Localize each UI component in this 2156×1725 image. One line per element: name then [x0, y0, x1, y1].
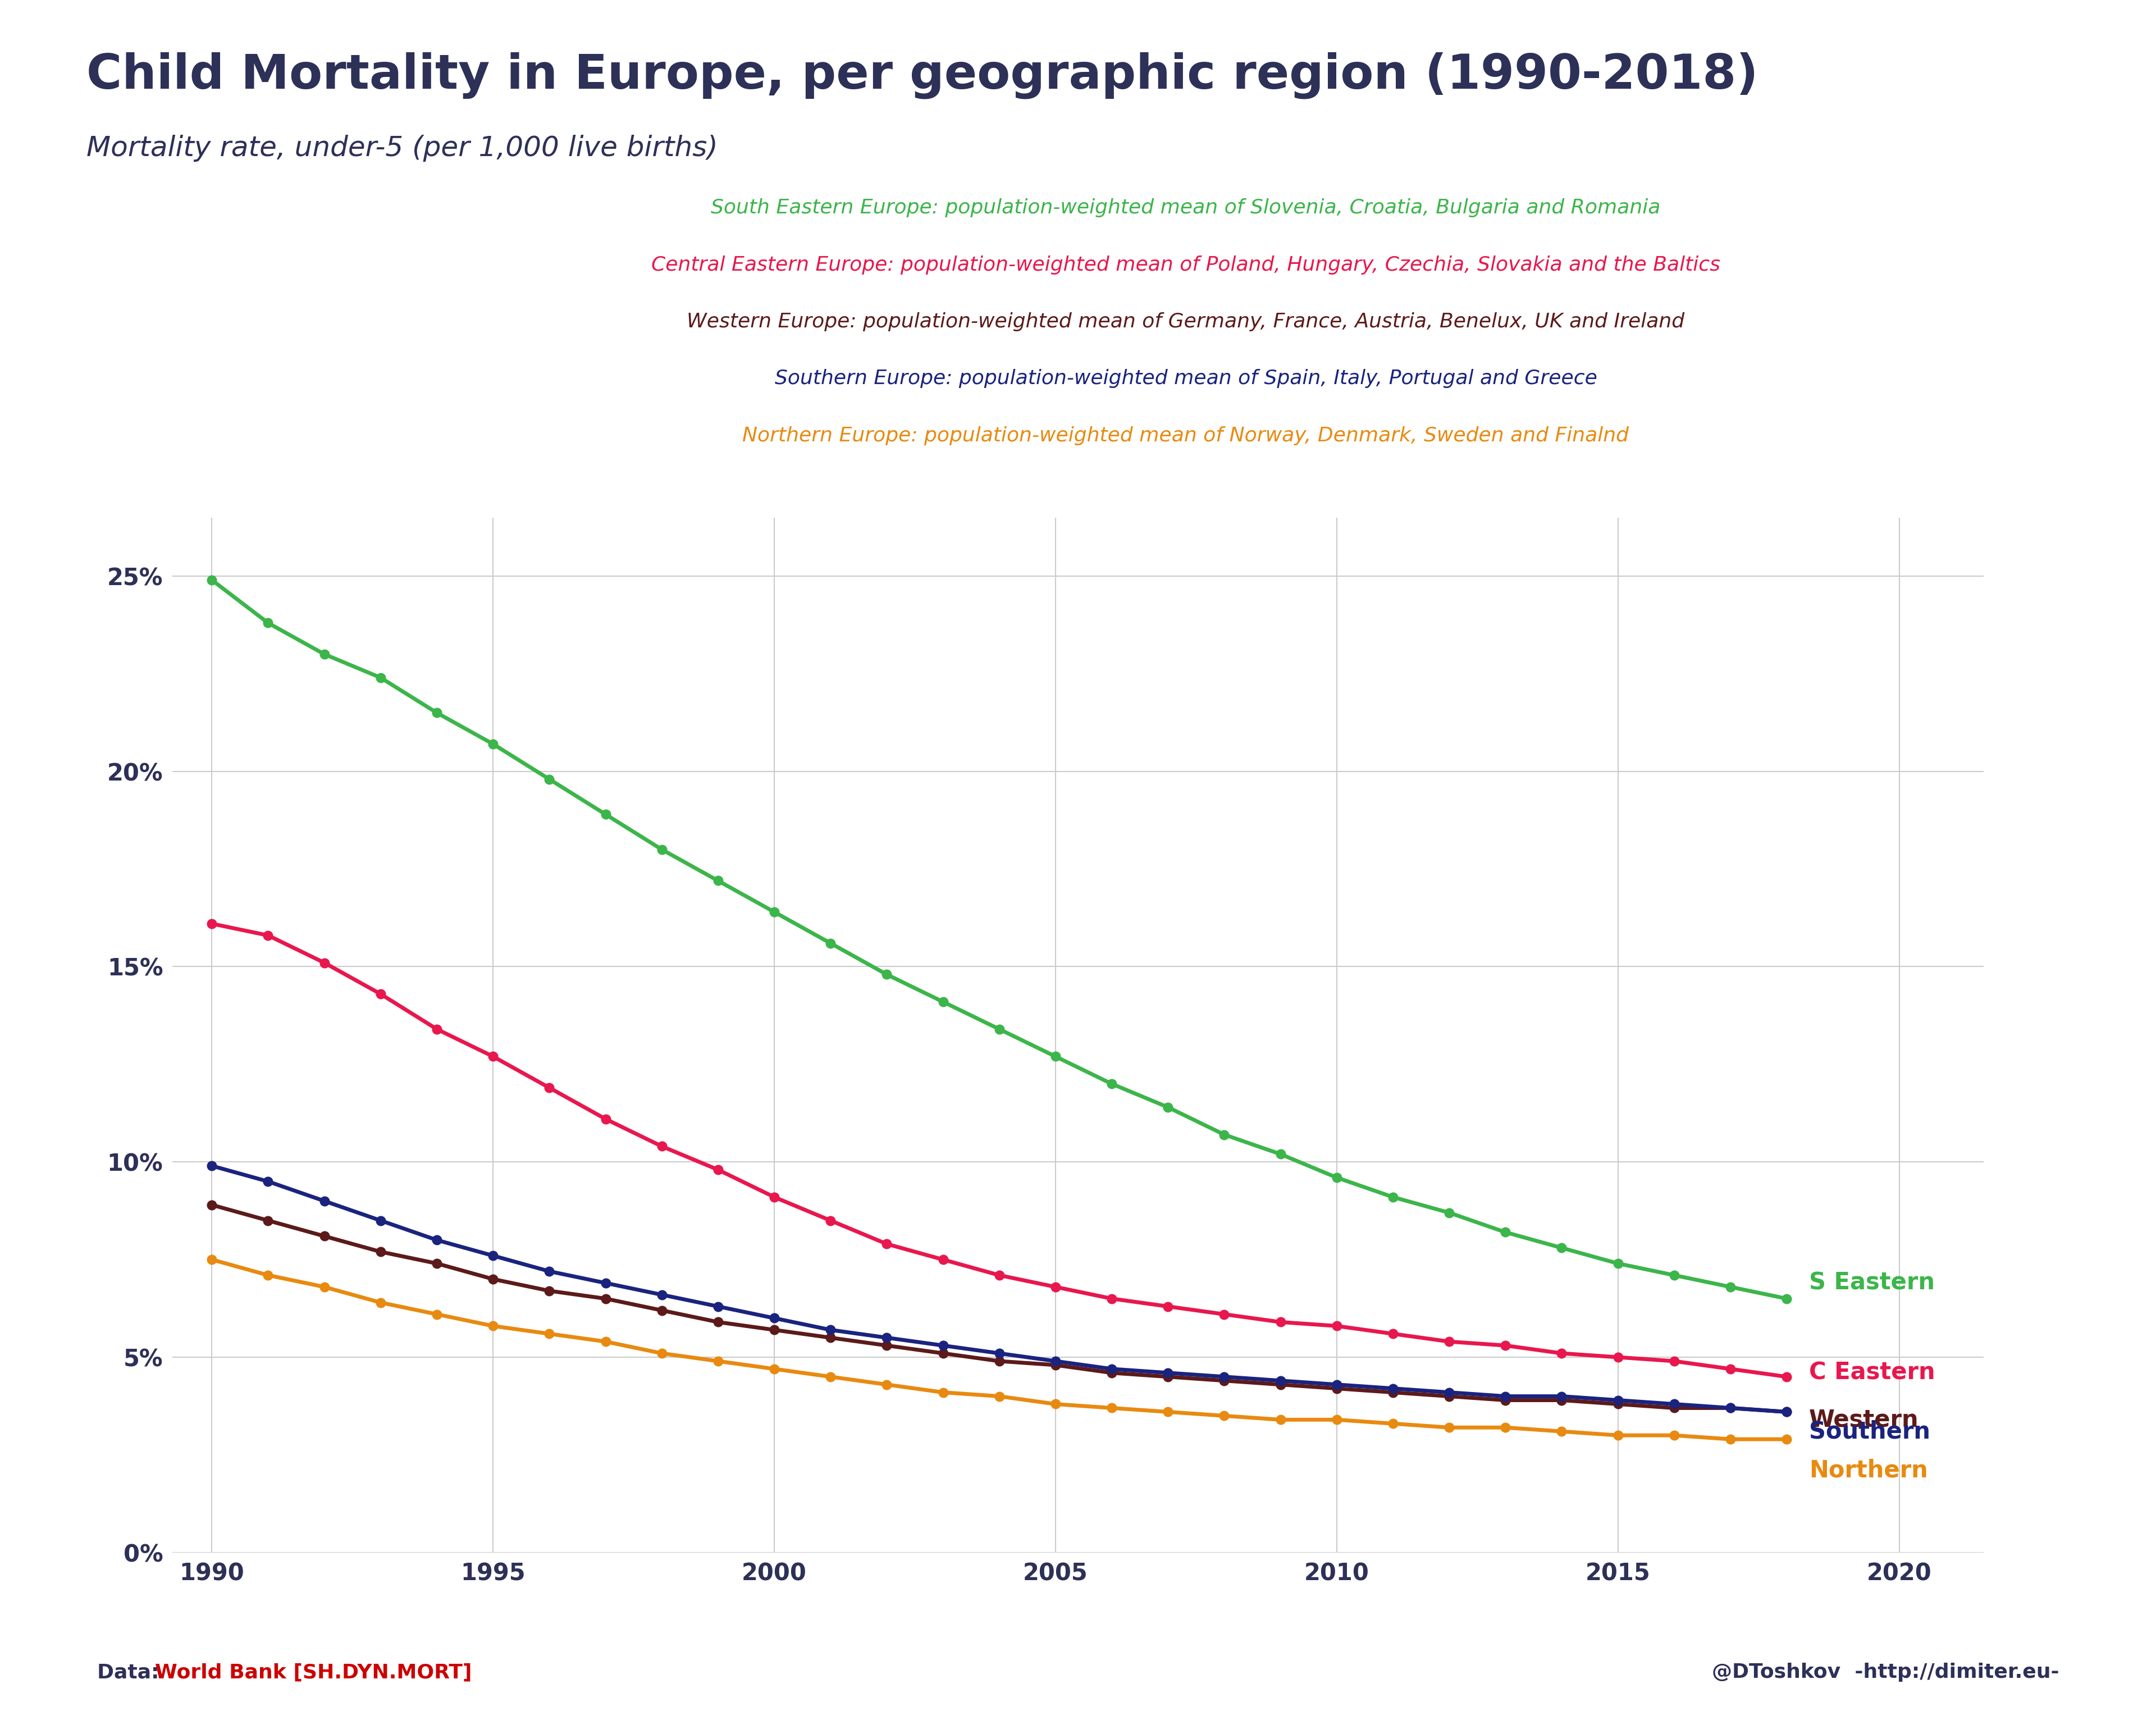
Text: C Eastern: C Eastern [1809, 1361, 1936, 1385]
Text: Southern Europe: population-weighted mean of Spain, Italy, Portugal and Greece: Southern Europe: population-weighted mea… [774, 369, 1598, 388]
Text: Western Europe: population-weighted mean of Germany, France, Austria, Benelux, U: Western Europe: population-weighted mean… [688, 312, 1684, 331]
Text: Western: Western [1809, 1408, 1919, 1432]
Text: Northern Europe: population-weighted mean of Norway, Denmark, Sweden and Finalnd: Northern Europe: population-weighted mea… [742, 426, 1630, 445]
Text: Northern: Northern [1809, 1459, 1927, 1482]
Text: Central Eastern Europe: population-weighted mean of Poland, Hungary, Czechia, Sl: Central Eastern Europe: population-weigh… [651, 255, 1720, 274]
Text: @DToshkov  -http://dimiter.eu-: @DToshkov -http://dimiter.eu- [1712, 1663, 2059, 1682]
Text: Mortality rate, under-5 (per 1,000 live births): Mortality rate, under-5 (per 1,000 live … [86, 135, 718, 162]
Text: South Eastern Europe: population-weighted mean of Slovenia, Croatia, Bulgaria an: South Eastern Europe: population-weighte… [711, 198, 1660, 217]
Text: Southern: Southern [1809, 1420, 1930, 1444]
Text: Data:: Data: [97, 1663, 166, 1682]
Text: S Eastern: S Eastern [1809, 1271, 1934, 1295]
Text: World Bank [SH.DYN.MORT]: World Bank [SH.DYN.MORT] [155, 1663, 472, 1682]
Text: Child Mortality in Europe, per geographic region (1990-2018): Child Mortality in Europe, per geographi… [86, 52, 1757, 98]
